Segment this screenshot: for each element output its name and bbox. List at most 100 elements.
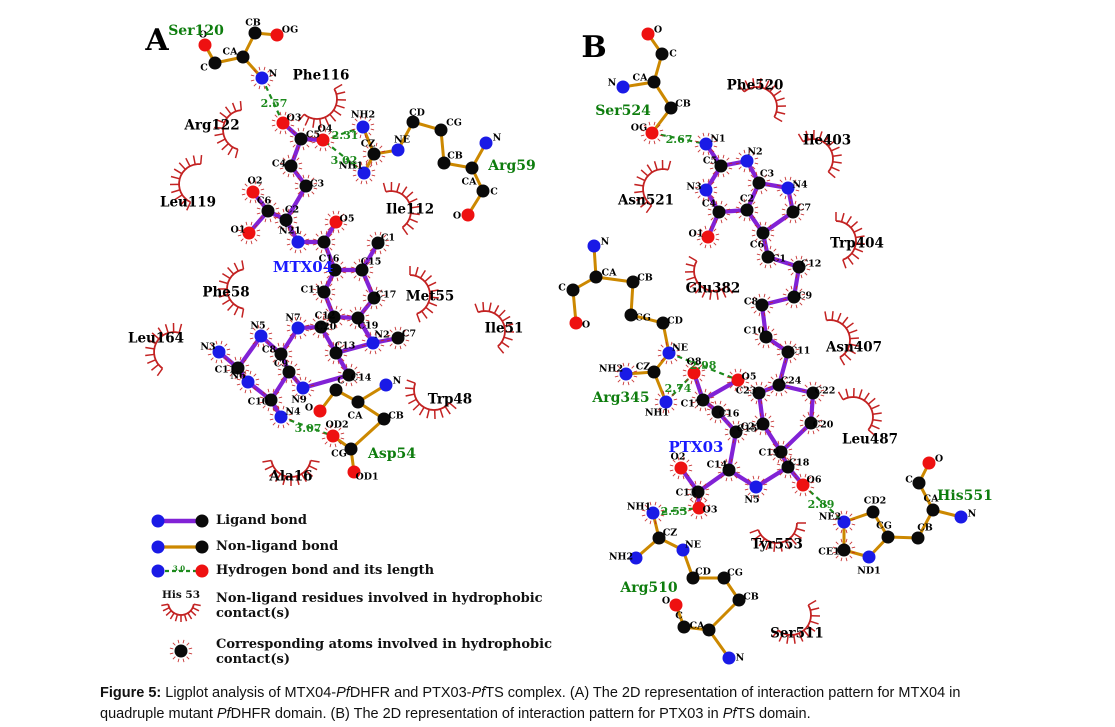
spike-tick xyxy=(835,527,839,531)
spike-tick xyxy=(288,128,292,132)
spike-tick xyxy=(849,513,853,517)
spike-tick xyxy=(399,326,402,331)
atom-label: C xyxy=(905,475,913,486)
spike-tick xyxy=(760,381,763,386)
spike-tick xyxy=(278,401,283,404)
atom-label: CZ xyxy=(663,528,678,539)
spike-tick xyxy=(311,141,316,144)
atom-node xyxy=(717,571,731,585)
spike-tick xyxy=(750,188,754,192)
arc-tick xyxy=(187,612,193,620)
spike-tick xyxy=(279,130,282,135)
spike-tick xyxy=(381,150,386,153)
spike-tick xyxy=(673,398,678,401)
atom-label: CA xyxy=(690,621,706,632)
arc-tick xyxy=(807,625,816,632)
spike-tick xyxy=(386,339,391,342)
spike-tick xyxy=(845,510,848,515)
atom-node xyxy=(676,543,690,557)
spike-tick xyxy=(697,181,701,185)
spike-tick xyxy=(305,238,310,241)
spike-tick xyxy=(674,344,678,348)
spike-tick xyxy=(244,197,248,201)
spike-tick xyxy=(784,376,788,380)
hydrogen-bond xyxy=(652,506,700,515)
spike-tick xyxy=(738,166,742,170)
spike-tick xyxy=(788,453,793,456)
spike-tick xyxy=(717,173,720,178)
spike-tick xyxy=(694,480,697,485)
spike-tick xyxy=(277,342,280,347)
spike-tick xyxy=(294,363,298,367)
spike-tick xyxy=(648,121,651,126)
atom-node xyxy=(151,540,165,554)
atom-label: N4 xyxy=(792,180,808,191)
spike-tick xyxy=(761,478,765,482)
spike-tick xyxy=(790,258,794,262)
atom-label: N21 xyxy=(279,226,301,237)
spike-tick xyxy=(832,546,837,549)
spike-tick xyxy=(795,184,800,187)
ligand-bond xyxy=(700,377,741,403)
atom-node xyxy=(619,367,633,381)
spike-tick xyxy=(694,499,697,504)
spike-tick xyxy=(770,420,775,423)
atom-label: C20 xyxy=(316,322,337,333)
spike-tick xyxy=(331,258,334,263)
arc-tick xyxy=(845,388,849,398)
spike-tick xyxy=(728,162,733,165)
spike-tick xyxy=(350,382,353,387)
spike-tick xyxy=(188,647,193,650)
atom-contact-spikes xyxy=(754,325,778,349)
residue-label: Phe58 xyxy=(202,285,249,301)
spike-tick xyxy=(695,380,698,385)
arc-tick xyxy=(855,235,865,239)
spike-tick xyxy=(676,349,681,352)
spike-tick xyxy=(713,145,718,148)
spike-tick xyxy=(380,339,385,342)
arc-tick xyxy=(867,397,876,405)
spike-tick xyxy=(256,234,261,237)
spike-tick xyxy=(764,245,767,250)
arc-tick xyxy=(448,402,457,410)
arc-tick xyxy=(786,634,789,644)
atom-label: CZ xyxy=(361,139,376,150)
atom-label: C xyxy=(558,283,566,294)
arc-tick xyxy=(830,146,840,152)
spike-tick xyxy=(322,315,325,320)
arc-tick xyxy=(753,534,762,541)
eyelash-arc-icon xyxy=(157,603,205,631)
atom-node xyxy=(749,480,763,494)
spike-tick xyxy=(320,249,323,254)
atom-contact-spikes xyxy=(250,66,274,90)
spike-tick xyxy=(767,344,770,349)
spike-tick xyxy=(715,233,720,236)
atom-contact-spikes xyxy=(735,149,759,173)
atom-contact-spikes xyxy=(259,388,283,412)
spike-tick xyxy=(350,266,355,269)
spike-tick xyxy=(770,425,775,428)
spike-tick xyxy=(777,440,780,445)
spike-tick xyxy=(689,497,693,501)
spike-tick xyxy=(254,199,257,204)
spike-tick xyxy=(720,200,723,205)
spike-tick xyxy=(282,208,285,213)
spike-tick xyxy=(282,342,285,347)
arc-tick xyxy=(410,212,420,216)
arc-tick xyxy=(773,90,782,97)
spike-tick xyxy=(286,324,291,327)
spike-tick xyxy=(786,386,791,389)
spike-tick xyxy=(759,221,762,226)
spike-tick xyxy=(268,332,273,335)
spike-tick xyxy=(734,475,738,479)
atom-label: C xyxy=(669,49,677,60)
spike-tick xyxy=(757,475,760,480)
spike-tick xyxy=(662,390,665,395)
arc-tick xyxy=(233,306,239,316)
atom-node xyxy=(236,50,250,64)
atom-node xyxy=(270,28,284,42)
atom-label: CG xyxy=(446,118,462,129)
spike-tick xyxy=(359,115,362,120)
atom-node xyxy=(264,393,278,407)
arc-tick xyxy=(425,306,434,314)
